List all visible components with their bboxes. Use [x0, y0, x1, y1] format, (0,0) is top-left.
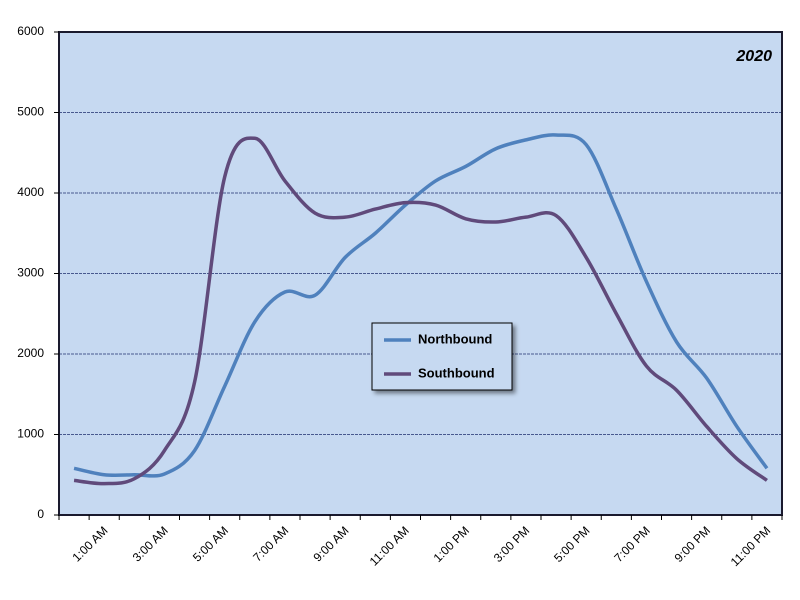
x-tick-label: 9:00 AM [311, 523, 352, 564]
x-tick-label: 1:00 AM [70, 523, 111, 564]
x-tick-label: 3:00 PM [491, 523, 533, 565]
x-tick-label: 5:00 PM [551, 523, 593, 565]
legend-label: Southbound [418, 365, 495, 380]
x-tick-label: 1:00 PM [431, 523, 473, 565]
x-tick-label: 9:00 PM [672, 523, 714, 565]
x-tick-label: 7:00 AM [250, 523, 291, 564]
lines [73, 133, 769, 486]
annotation: 2020 [735, 48, 772, 65]
series-line [73, 133, 769, 478]
y-tick-label: 0 [37, 507, 44, 521]
x-tick-label: 11:00 PM [728, 523, 774, 569]
y-tick-label: 2000 [17, 346, 44, 360]
legend-label: Northbound [418, 331, 492, 346]
y-tick-label: 3000 [17, 266, 44, 280]
y-tick-label: 4000 [17, 185, 44, 199]
y-tick-label: 1000 [17, 427, 44, 441]
x-tick-label: 5:00 AM [190, 523, 231, 564]
y-tick-label: 6000 [17, 24, 44, 38]
y-tick-label: 5000 [17, 105, 44, 119]
x-tick-label: 11:00 AM [367, 523, 412, 568]
x-tick-label: 3:00 AM [130, 523, 171, 564]
legend-box [371, 322, 513, 391]
series-line [73, 136, 768, 486]
legend: Northbound Southbound [384, 331, 495, 380]
x-tick-label: 7:00 PM [611, 523, 653, 565]
